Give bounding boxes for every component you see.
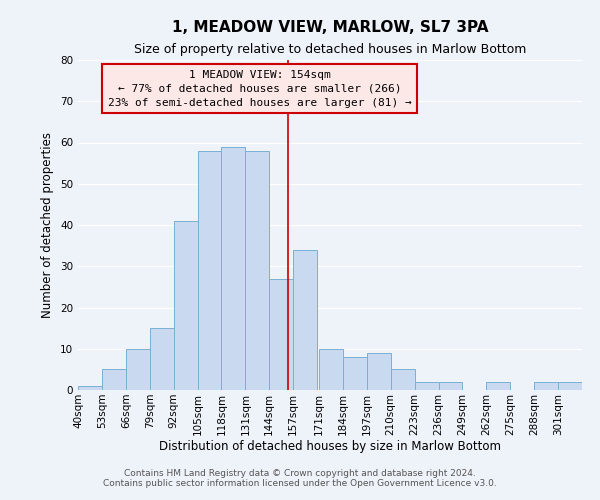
- Bar: [78, 386, 102, 390]
- Bar: [269, 278, 293, 390]
- Bar: [487, 382, 510, 390]
- Bar: [221, 146, 245, 390]
- Bar: [415, 382, 439, 390]
- Bar: [126, 349, 150, 390]
- Text: Contains public sector information licensed under the Open Government Licence v3: Contains public sector information licen…: [103, 478, 497, 488]
- Y-axis label: Number of detached properties: Number of detached properties: [41, 132, 55, 318]
- Bar: [319, 349, 343, 390]
- Bar: [391, 370, 415, 390]
- Bar: [343, 357, 367, 390]
- Bar: [534, 382, 558, 390]
- Text: Contains HM Land Registry data © Crown copyright and database right 2024.: Contains HM Land Registry data © Crown c…: [124, 468, 476, 477]
- Bar: [173, 221, 197, 390]
- Text: 1, MEADOW VIEW, MARLOW, SL7 3PA: 1, MEADOW VIEW, MARLOW, SL7 3PA: [172, 20, 488, 35]
- Bar: [197, 151, 221, 390]
- Text: 1 MEADOW VIEW: 154sqm
← 77% of detached houses are smaller (266)
23% of semi-det: 1 MEADOW VIEW: 154sqm ← 77% of detached …: [107, 70, 412, 108]
- Text: Size of property relative to detached houses in Marlow Bottom: Size of property relative to detached ho…: [134, 42, 526, 56]
- Bar: [150, 328, 173, 390]
- Bar: [102, 370, 126, 390]
- Bar: [439, 382, 463, 390]
- X-axis label: Distribution of detached houses by size in Marlow Bottom: Distribution of detached houses by size …: [159, 440, 501, 454]
- Bar: [245, 151, 269, 390]
- Bar: [367, 353, 391, 390]
- Bar: [558, 382, 582, 390]
- Bar: [293, 250, 317, 390]
